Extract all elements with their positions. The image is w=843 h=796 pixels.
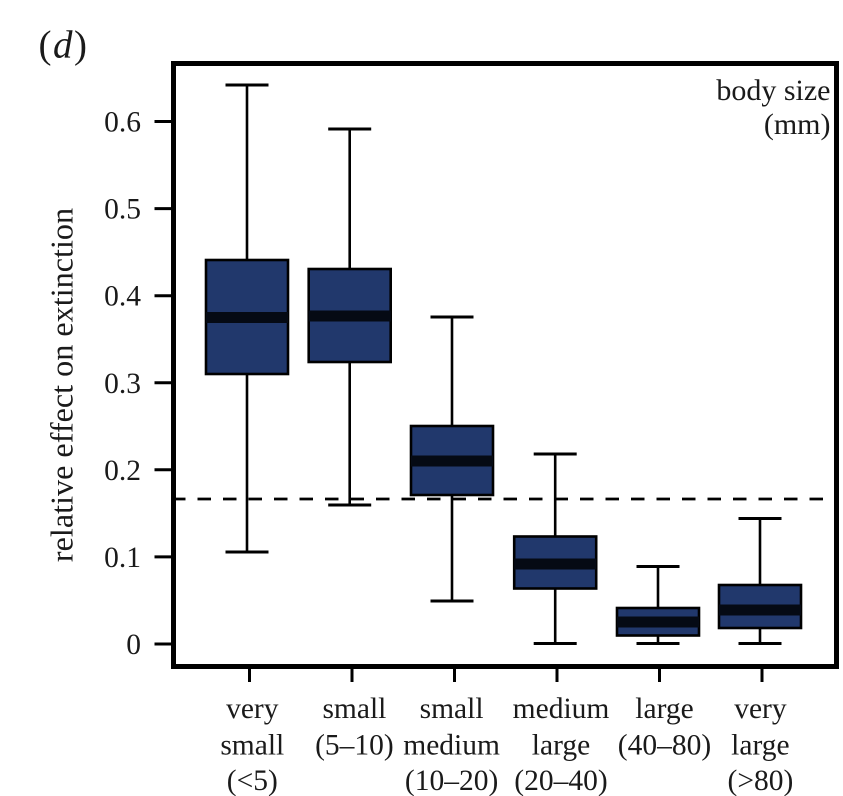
svg-text:relative effect on extinction: relative effect on extinction (44, 208, 80, 562)
svg-text:0.5: 0.5 (104, 194, 141, 226)
svg-text:(>80): (>80) (728, 765, 794, 796)
svg-text:(d): (d) (39, 24, 88, 67)
svg-text:(mm): (mm) (764, 108, 831, 141)
svg-text:(20–40): (20–40) (514, 765, 607, 796)
svg-text:small: small (220, 730, 284, 762)
svg-text:(5–10): (5–10) (315, 730, 394, 762)
svg-text:0.3: 0.3 (104, 368, 141, 400)
svg-text:0.1: 0.1 (104, 542, 141, 574)
svg-text:0.4: 0.4 (104, 281, 141, 313)
svg-text:0.2: 0.2 (104, 455, 141, 487)
svg-text:(<5): (<5) (227, 765, 278, 796)
svg-text:small: small (420, 693, 484, 725)
svg-text:0.6: 0.6 (104, 107, 141, 139)
svg-text:large: large (635, 693, 693, 725)
svg-text:(40–80): (40–80) (618, 730, 711, 762)
svg-text:medium: medium (403, 730, 500, 762)
svg-text:large: large (532, 730, 590, 762)
svg-text:body size: body size (716, 74, 830, 107)
svg-text:very: very (734, 693, 787, 725)
svg-text:0: 0 (126, 629, 141, 661)
svg-text:very: very (226, 693, 279, 725)
svg-text:small: small (322, 693, 386, 725)
svg-text:medium: medium (513, 693, 610, 725)
svg-text:large: large (731, 730, 789, 762)
svg-text:(10–20): (10–20) (405, 765, 498, 796)
